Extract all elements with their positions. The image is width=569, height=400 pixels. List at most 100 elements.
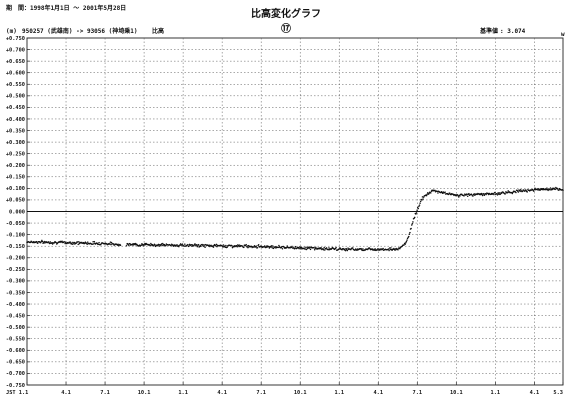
data-point (496, 192, 498, 195)
data-point (458, 196, 460, 198)
data-point (92, 241, 94, 243)
y-tick-label: -0.700 (6, 371, 25, 377)
data-point (405, 240, 408, 243)
y-tick-label: +0.700 (6, 47, 25, 53)
data-point (255, 245, 258, 247)
data-point (64, 242, 66, 245)
data-point (184, 243, 186, 245)
x-tick-label: 4.1 (61, 390, 71, 396)
data-point (371, 248, 374, 250)
data-point (188, 245, 190, 247)
data-point (224, 246, 227, 249)
data-point (48, 242, 51, 245)
data-point (521, 190, 524, 193)
data-point (142, 243, 144, 246)
data-point (117, 243, 119, 246)
data-point (515, 191, 517, 194)
data-point (298, 247, 300, 250)
data-point (300, 247, 302, 250)
data-point (415, 212, 418, 214)
data-point (225, 244, 227, 247)
x-tick-label: 1.1 (178, 390, 188, 396)
data-point (526, 191, 529, 193)
data-point (533, 190, 535, 192)
data-point (73, 241, 76, 244)
data-point (507, 190, 509, 192)
data-point (313, 249, 316, 251)
chart-title: 比高変化グラフ (251, 7, 321, 20)
data-point (158, 245, 160, 247)
y-tick-label: 0.000 (9, 209, 25, 215)
data-point (134, 242, 137, 245)
data-point (153, 245, 155, 247)
data-point (360, 247, 362, 250)
data-point (77, 243, 79, 246)
data-point (421, 196, 424, 198)
data-point (110, 241, 113, 244)
data-point (128, 244, 130, 246)
data-point (181, 243, 184, 245)
data-point (395, 247, 397, 250)
data-point (247, 246, 249, 249)
data-point (253, 246, 255, 248)
data-point (549, 188, 551, 191)
data-point (483, 193, 485, 195)
data-point (93, 240, 96, 243)
y-tick-label: -0.450 (6, 313, 25, 319)
data-point (165, 244, 167, 247)
data-point (208, 244, 210, 246)
y-tick-label: +0.350 (6, 128, 25, 134)
y-tick-label: +0.500 (6, 94, 25, 100)
data-point (140, 244, 143, 246)
data-point (250, 245, 253, 248)
data-point (350, 248, 352, 251)
data-point (471, 193, 473, 196)
data-point (143, 243, 146, 246)
data-point (271, 245, 273, 247)
data-point (190, 243, 193, 246)
data-point (200, 245, 202, 248)
data-point (533, 188, 536, 191)
data-point (132, 242, 134, 245)
data-point (212, 245, 214, 247)
data-point (397, 248, 399, 251)
data-point (157, 243, 160, 246)
data-point (406, 239, 408, 241)
stations-suffix: 比高 (152, 27, 164, 35)
corner-mark: w (561, 31, 565, 38)
data-point (425, 194, 428, 197)
data-point (315, 246, 317, 249)
data-point (223, 245, 226, 247)
x-tick-label: 1.1 (334, 390, 344, 396)
data-point (382, 247, 384, 250)
x-tick-label: JST 1.1 (6, 390, 28, 396)
data-point (554, 188, 557, 191)
y-tick-label: +0.550 (6, 82, 25, 88)
data-point (142, 245, 145, 247)
data-point (215, 243, 218, 246)
data-point (408, 233, 411, 235)
data-point (377, 248, 380, 250)
data-point (236, 245, 238, 248)
data-point (61, 240, 63, 242)
data-point (463, 195, 465, 197)
data-point (110, 243, 112, 246)
data-point (231, 244, 233, 247)
data-point (188, 243, 191, 246)
data-point (390, 247, 392, 249)
data-point (172, 245, 175, 247)
data-point (493, 193, 495, 196)
data-point (213, 243, 216, 246)
x-tick-label: 4.1 (530, 390, 540, 396)
y-tick-label: -0.400 (6, 302, 25, 308)
data-point (399, 247, 401, 250)
data-point (226, 246, 228, 248)
data-point (204, 246, 206, 249)
data-point (394, 249, 396, 251)
x-tick-label: 1.1 (491, 390, 501, 396)
data-point (344, 248, 346, 250)
data-point (161, 244, 163, 247)
data-point (170, 244, 172, 247)
data-point (202, 244, 205, 246)
